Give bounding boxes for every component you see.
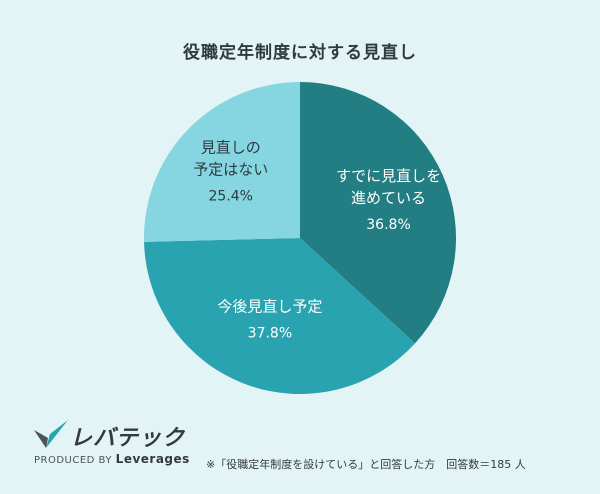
- brand-name: Leverages: [115, 452, 190, 466]
- slice-category-label: 予定はない: [193, 160, 268, 178]
- pie-slice: [144, 238, 416, 394]
- slice-value-label: 25.4%: [209, 188, 253, 204]
- checkmark-logo-icon: [34, 420, 68, 448]
- levtech-logo: レバテック PRODUCED BY Leverages: [34, 418, 204, 474]
- slice-category-label: 見直しの: [201, 138, 261, 156]
- produced-by-line: PRODUCED BY Leverages: [34, 452, 190, 466]
- produced-by-text: PRODUCED BY: [34, 455, 112, 466]
- footnote: ※「役職定年制度を設けている」と回答した方 回答数＝185 人: [206, 458, 526, 471]
- slice-value-label: 36.8%: [366, 217, 410, 233]
- slice-category-label: 今後見直し予定: [217, 297, 322, 315]
- chart-title: 役職定年制度に対する見直し: [183, 43, 417, 63]
- logo-wordmark: レバテック: [70, 426, 186, 451]
- slice-category-label: 進めている: [351, 189, 426, 207]
- slice-category-label: すでに見直しを: [336, 167, 441, 185]
- pie-slice: [300, 82, 456, 344]
- pie-slice: [144, 82, 300, 242]
- slice-value-label: 37.8%: [248, 325, 292, 341]
